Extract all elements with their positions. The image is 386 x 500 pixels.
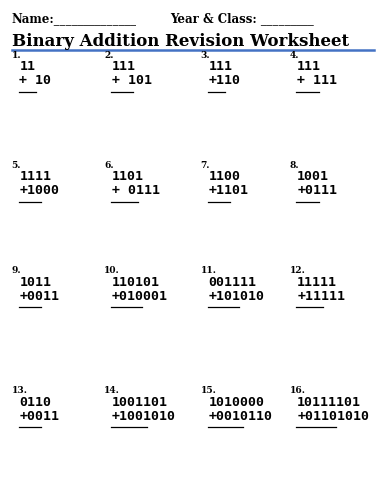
Text: +1001010: +1001010: [112, 410, 176, 422]
Text: + 10: + 10: [19, 74, 51, 88]
Text: 11: 11: [19, 60, 35, 74]
Text: 1010000: 1010000: [208, 396, 264, 408]
Text: + 101: + 101: [112, 74, 152, 88]
Text: 9.: 9.: [12, 266, 21, 275]
Text: 8.: 8.: [290, 161, 299, 170]
Text: +101010: +101010: [208, 290, 264, 302]
Text: +0011: +0011: [19, 410, 59, 422]
Text: 6.: 6.: [104, 161, 114, 170]
Text: 12.: 12.: [290, 266, 305, 275]
Text: 111: 111: [297, 60, 321, 74]
Text: 7.: 7.: [201, 161, 210, 170]
Text: 111: 111: [208, 60, 232, 74]
Text: 16.: 16.: [290, 386, 305, 395]
Text: 13.: 13.: [12, 386, 27, 395]
Text: 1101: 1101: [112, 170, 144, 183]
Text: 1001: 1001: [297, 170, 329, 183]
Text: 0110: 0110: [19, 396, 51, 408]
Text: 1100: 1100: [208, 170, 240, 183]
Text: 1011: 1011: [19, 276, 51, 288]
Text: 10.: 10.: [104, 266, 120, 275]
Text: 11111: 11111: [297, 276, 337, 288]
Text: 11.: 11.: [201, 266, 217, 275]
Text: 1.: 1.: [12, 51, 21, 60]
Text: + 111: + 111: [297, 74, 337, 88]
Text: Binary Addition Revision Worksheet: Binary Addition Revision Worksheet: [12, 32, 349, 50]
Text: +1000: +1000: [19, 184, 59, 198]
Text: 110101: 110101: [112, 276, 160, 288]
Text: 5.: 5.: [12, 161, 21, 170]
Text: 1111: 1111: [19, 170, 51, 183]
Text: 14.: 14.: [104, 386, 120, 395]
Text: Year & Class: _________: Year & Class: _________: [170, 12, 313, 26]
Text: 2.: 2.: [104, 51, 114, 60]
Text: +0111: +0111: [297, 184, 337, 198]
Text: + 0111: + 0111: [112, 184, 160, 198]
Text: +0010110: +0010110: [208, 410, 273, 422]
Text: +1101: +1101: [208, 184, 249, 198]
Text: Name:______________: Name:______________: [12, 12, 137, 26]
Text: +110: +110: [208, 74, 240, 88]
Text: 4.: 4.: [290, 51, 299, 60]
Text: 111: 111: [112, 60, 136, 74]
Text: 3.: 3.: [201, 51, 210, 60]
Text: +01101010: +01101010: [297, 410, 369, 422]
Text: +0011: +0011: [19, 290, 59, 302]
Text: +010001: +010001: [112, 290, 168, 302]
Text: 15.: 15.: [201, 386, 217, 395]
Text: 001111: 001111: [208, 276, 256, 288]
Text: 10111101: 10111101: [297, 396, 361, 408]
Text: 1001101: 1001101: [112, 396, 168, 408]
Text: +11111: +11111: [297, 290, 345, 302]
